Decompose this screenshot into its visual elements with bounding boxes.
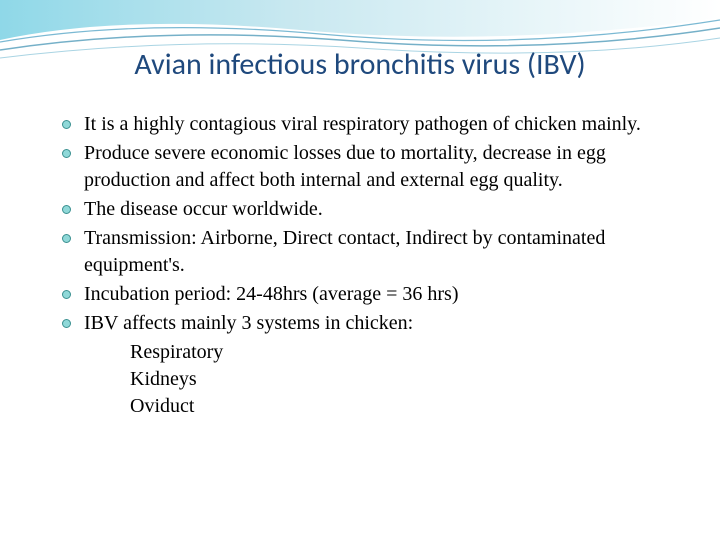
bullet-item: Produce severe economic losses due to mo… <box>62 140 670 194</box>
bullet-text: Produce severe economic losses due to mo… <box>84 142 606 191</box>
bullet-dot-icon <box>62 205 71 214</box>
bullet-text: Incubation period: 24-48hrs (average = 3… <box>84 283 459 305</box>
bullet-dot-icon <box>62 120 71 129</box>
bullet-item: Incubation period: 24-48hrs (average = 3… <box>62 281 670 308</box>
bullet-item: It is a highly contagious viral respirat… <box>62 111 670 138</box>
bullet-dot-icon <box>62 149 71 158</box>
slide-title: Avian infectious bronchitis virus (IBV) <box>50 46 670 83</box>
bullet-dot-icon <box>62 234 71 243</box>
bullet-item: Transmission: Airborne, Direct contact, … <box>62 225 670 279</box>
sub-item: Oviduct <box>130 393 670 420</box>
sub-item: Respiratory <box>130 339 670 366</box>
bullet-item: IBV affects mainly 3 systems in chicken: <box>62 310 670 337</box>
bullet-dot-icon <box>62 319 71 328</box>
bullet-text: It is a highly contagious viral respirat… <box>84 113 641 135</box>
bullet-text: The disease occur worldwide. <box>84 198 323 220</box>
sub-item: Kidneys <box>130 366 670 393</box>
bullet-text: Transmission: Airborne, Direct contact, … <box>84 227 605 276</box>
sub-list: Respiratory Kidneys Oviduct <box>50 339 670 420</box>
bullet-list: It is a highly contagious viral respirat… <box>50 111 670 337</box>
bullet-text: IBV affects mainly 3 systems in chicken: <box>84 312 413 334</box>
slide-content: Avian infectious bronchitis virus (IBV) … <box>0 0 720 420</box>
bullet-item: The disease occur worldwide. <box>62 196 670 223</box>
bullet-dot-icon <box>62 290 71 299</box>
